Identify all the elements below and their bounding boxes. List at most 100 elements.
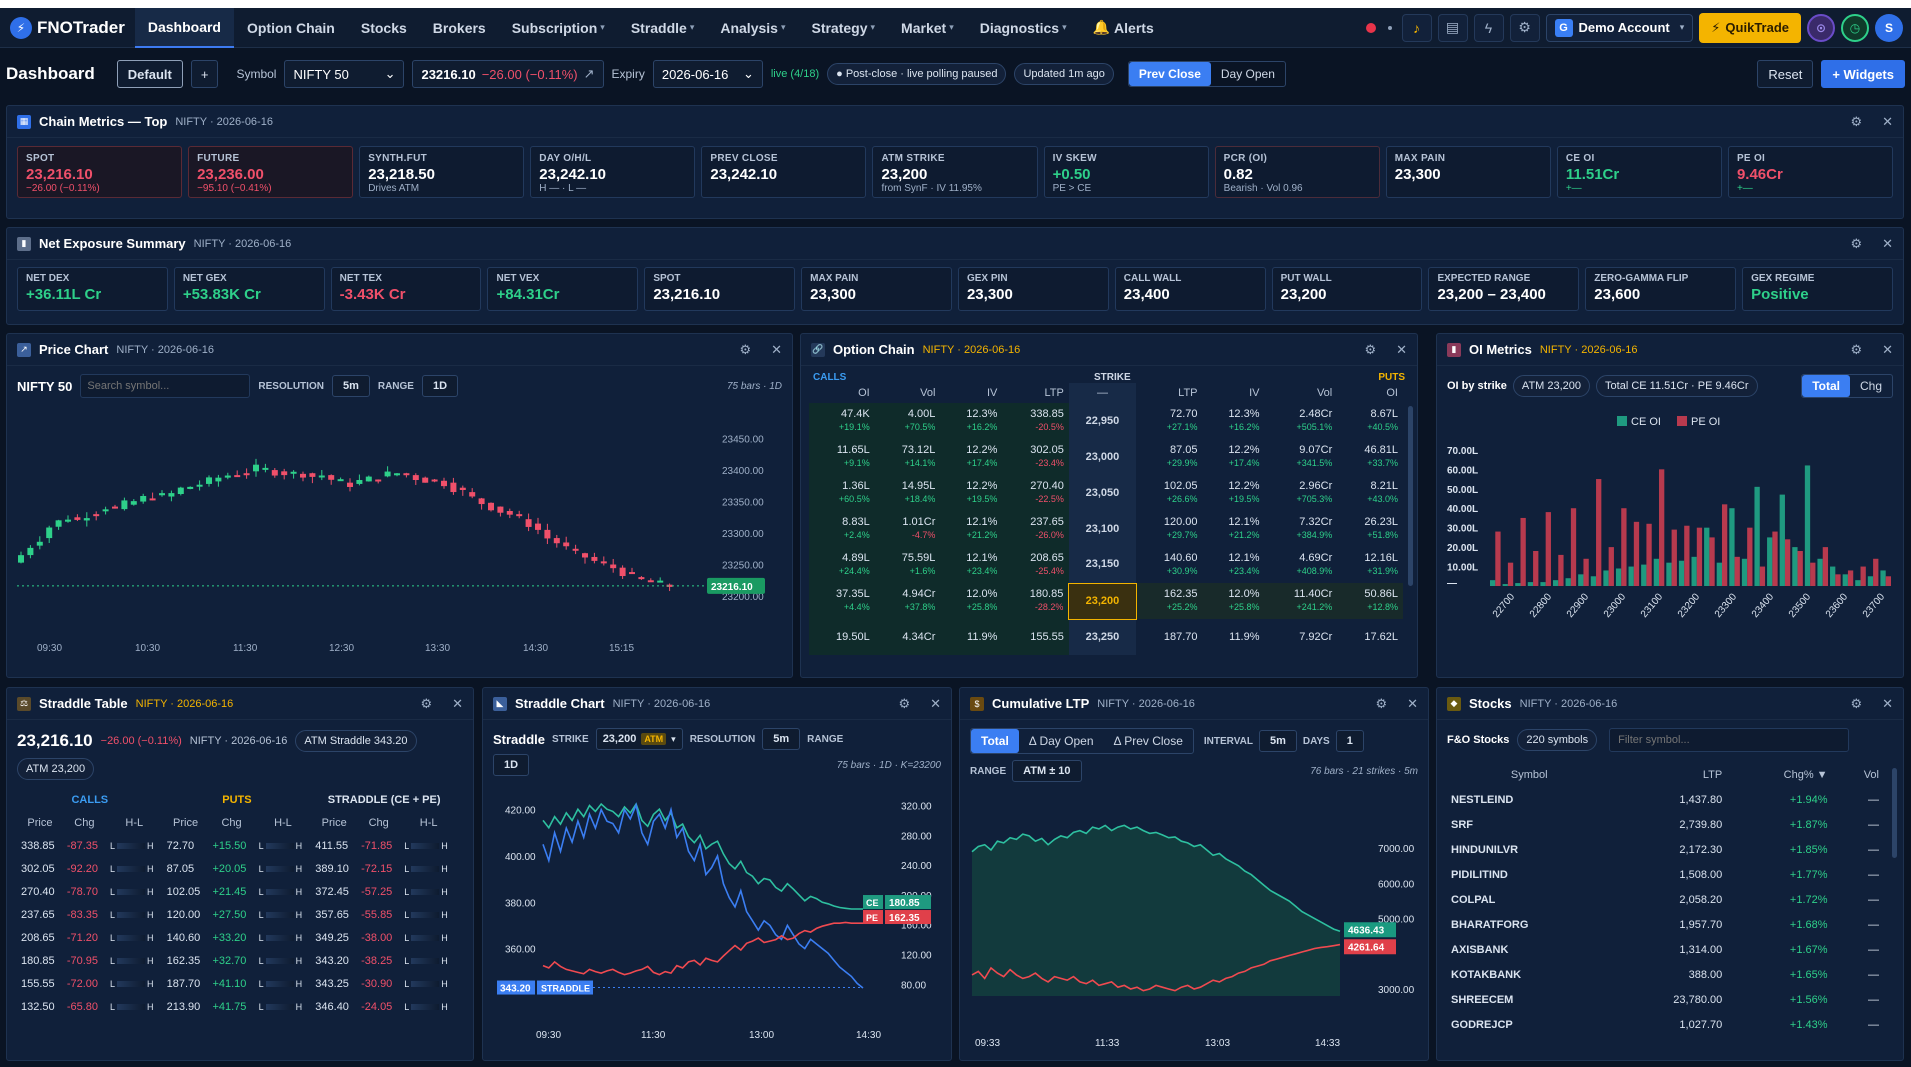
resolution-select[interactable]: 5m — [331, 375, 370, 397]
settings-icon[interactable]: ⚙ — [1850, 113, 1863, 129]
resolution-label: RESOLUTION — [689, 733, 756, 745]
page-title: Dashboard — [6, 64, 95, 83]
option-chain-row[interactable]: 1.36L +60.5% 14.95L +18.4% 12.2% +19.5% 270.40… — [809, 475, 1403, 511]
settings-icon[interactable]: ⚙ — [1375, 695, 1388, 711]
straddle-row[interactable]: 237.65 -83.35 L H 120.00 +27.50 L H 357.65 -55.85… — [17, 903, 457, 926]
option-chain-row[interactable]: 37.35L +4.4% 4.94Cr +37.8% 12.0% +25.8% 180.85… — [809, 582, 1403, 620]
cumulative-tab[interactable]: Total — [971, 729, 1019, 753]
settings-icon[interactable]: ⚙ — [898, 695, 911, 711]
scrollbar[interactable] — [1408, 406, 1413, 586]
stock-row[interactable]: SHREECEM 23,780.00 +1.56% — — [1445, 987, 1885, 1012]
cumulative-ltp-chart[interactable]: 7000.00 6000.00 5000.00 3000.00 09:33 11:33 13… — [960, 786, 1428, 1056]
reset-button[interactable]: Reset — [1757, 60, 1814, 88]
straddle-line-chart[interactable]: 420.00 400.00 380.00 360.00 320.00 280.00 240.… — [483, 778, 951, 1048]
nav-item-diagnostics[interactable]: Diagnostics ▾ — [967, 8, 1080, 48]
cumulative-tab[interactable]: Δ Day Open — [1028, 734, 1094, 748]
stock-row[interactable]: AXISBANK 1,314.00 +1.67% — — [1445, 937, 1885, 962]
option-chain-row[interactable]: 19.50L 4.34Cr 11.9% 155.55 23,250 187.70 11.9%… — [809, 619, 1403, 655]
settings-icon[interactable]: ⚙ — [1509, 13, 1540, 42]
cumulative-tab[interactable]: Δ Prev Close — [1113, 734, 1183, 748]
change-tab[interactable]: Chg — [1859, 379, 1882, 393]
straddle-row[interactable]: 302.05 -92.20 L H 87.05 +20.05 L H 389.10 -72.15 L… — [17, 857, 457, 880]
stock-row[interactable]: SRF 2,739.80 +1.87% — — [1445, 812, 1885, 837]
broker-status-icon[interactable]: ⊙ — [1807, 13, 1835, 42]
close-icon[interactable]: ✕ — [452, 695, 463, 711]
settings-icon[interactable]: ⚙ — [1850, 341, 1863, 357]
call-cell: 12.0% +25.8% — [940, 583, 1003, 619]
nav-item-straddle[interactable]: Straddle ▾ — [618, 8, 708, 48]
stock-row[interactable]: BHARATFORG 1,957.70 +1.68% — — [1445, 912, 1885, 937]
nav-item-option-chain[interactable]: Option Chain — [234, 8, 348, 48]
avatar[interactable]: S — [1875, 13, 1903, 42]
notes-icon[interactable]: ▤ — [1437, 13, 1468, 42]
nav-item-stocks[interactable]: Stocks — [348, 8, 420, 48]
expiry-select[interactable]: 2026-06-16 ⌄ — [652, 60, 763, 88]
nav-item-analysis[interactable]: Analysis ▾ — [707, 8, 798, 48]
option-chain-row[interactable]: 4.89L +24.4% 75.59L +1.6% 12.1% +23.4% 208.65 -… — [809, 547, 1403, 583]
alerts-link[interactable]: 🔔 Alerts — [1080, 8, 1167, 48]
symbol-select[interactable]: NIFTY 50 ⌄ — [284, 60, 405, 88]
close-icon[interactable]: ✕ — [1882, 113, 1893, 129]
range-select[interactable]: ATM ± 10 — [1012, 760, 1082, 782]
stock-row[interactable]: PIDILITIND 1,508.00 +1.77% — — [1445, 862, 1885, 887]
settings-icon[interactable]: ⚙ — [1364, 341, 1377, 357]
close-icon[interactable]: ✕ — [1396, 341, 1407, 357]
strike-select[interactable]: 23,200 ATM ▾ — [595, 728, 683, 750]
quiktrade-button[interactable]: ⚡ QuikTrade — [1699, 12, 1801, 43]
add-widgets-button[interactable]: + Widgets — [1821, 60, 1905, 88]
oi-bar-chart[interactable]: CE OI PE OI 70.00L 60.00L 50.00L 40.00L 30.00L… — [1437, 406, 1903, 676]
close-icon[interactable]: ✕ — [1407, 695, 1418, 711]
straddle-row[interactable]: 155.55 -72.00 L H 187.70 +41.10 L H 343.25 -30.90… — [17, 972, 457, 995]
call-cell: 1.36L +60.5% — [809, 475, 875, 511]
close-icon[interactable]: ✕ — [1882, 695, 1893, 711]
symbol-search-input[interactable] — [80, 374, 251, 398]
straddle-row[interactable]: 180.85 -70.95 L H 162.35 +32.70 L H 343.20 -38.25… — [17, 949, 457, 972]
nav-item-dashboard[interactable]: Dashboard — [134, 7, 234, 48]
stock-row[interactable]: HINDUNILVR 2,172.30 +1.85% — — [1445, 837, 1885, 862]
stock-row[interactable]: KOTAKBANK 388.00 +1.65% — — [1445, 962, 1885, 987]
close-icon[interactable]: ✕ — [930, 695, 941, 711]
range-select[interactable]: 1D — [421, 375, 459, 397]
stock-row[interactable]: COLPAL 2,058.20 +1.72% — — [1445, 887, 1885, 912]
settings-icon[interactable]: ⚙ — [420, 695, 433, 711]
panel-title: Chain Metrics — Top — [39, 114, 168, 129]
stock-row[interactable]: NESTLEIND 1,437.80 +1.94% — — [1445, 787, 1885, 812]
day-open-toggle[interactable]: Day Open — [1220, 67, 1275, 81]
brand[interactable]: ⚡ FNOTrader — [10, 16, 125, 39]
connection-status-icon[interactable]: ◷ — [1841, 13, 1869, 42]
option-chain-row[interactable]: 8.83L +2.4% 1.01Cr -4.7% 12.1% +21.2% 237.65 -2… — [809, 511, 1403, 547]
straddle-row[interactable]: 270.40 -78.70 L H 102.05 +21.45 L H 372.45 -57.25… — [17, 880, 457, 903]
flash-icon[interactable]: ϟ — [1473, 13, 1504, 42]
column-header: Chg — [221, 816, 242, 829]
notification-bell-icon[interactable]: ♪ — [1401, 13, 1432, 42]
prev-close-toggle[interactable]: Prev Close — [1128, 62, 1211, 86]
settings-icon[interactable]: ⚙ — [1850, 235, 1863, 251]
close-icon[interactable]: ✕ — [1882, 235, 1893, 251]
straddle-row[interactable]: 338.85 -87.35 L H 72.70 +15.50 L H 411.55 -71.85 L… — [17, 834, 457, 857]
nav-item-market[interactable]: Market ▾ — [888, 8, 967, 48]
nav-item-strategy[interactable]: Strategy ▾ — [798, 8, 888, 48]
account-switcher[interactable]: G Demo Account ▾ — [1545, 13, 1694, 42]
total-tab[interactable]: Total — [1802, 375, 1850, 397]
stock-row[interactable]: GODREJCP 1,027.70 +1.43% — — [1445, 1012, 1885, 1037]
scrollbar[interactable] — [1892, 768, 1897, 858]
straddle-row[interactable]: 132.50 -65.80 L H 213.90 +41.75 L H 346.40 -24.05… — [17, 995, 457, 1018]
close-icon[interactable]: ✕ — [771, 341, 782, 357]
resolution-select[interactable]: 5m — [762, 728, 801, 750]
days-input[interactable]: 1 — [1335, 730, 1364, 752]
straddle-row[interactable]: 208.65 -71.20 L H 140.60 +33.20 L H 349.25 -38.00… — [17, 926, 457, 949]
stock-cell: +1.67% — [1789, 943, 1828, 956]
layout-default-button[interactable]: Default — [116, 60, 183, 88]
nav-item-brokers[interactable]: Brokers — [420, 8, 499, 48]
filter-symbol-input[interactable] — [1609, 728, 1850, 752]
close-icon[interactable]: ✕ — [1882, 341, 1893, 357]
settings-icon[interactable]: ⚙ — [1850, 695, 1863, 711]
add-layout-button[interactable]: + — [190, 60, 219, 88]
option-chain-row[interactable]: 47.4K +19.1% 4.00L +70.5% 12.3% +16.2% 338.85 -… — [809, 403, 1403, 439]
option-chain-row[interactable]: 11.65L +9.1% 73.12L +14.1% 12.2% +17.4% 302.05… — [809, 439, 1403, 475]
nav-item-subscription[interactable]: Subscription ▾ — [499, 8, 618, 48]
interval-select[interactable]: 5m — [1258, 730, 1297, 752]
price-candlestick-chart[interactable]: 23450.00 23400.00 23350.00 23300.00 23250.00… — [7, 406, 792, 666]
settings-icon[interactable]: ⚙ — [739, 341, 752, 357]
range-select[interactable]: 1D — [493, 754, 530, 776]
